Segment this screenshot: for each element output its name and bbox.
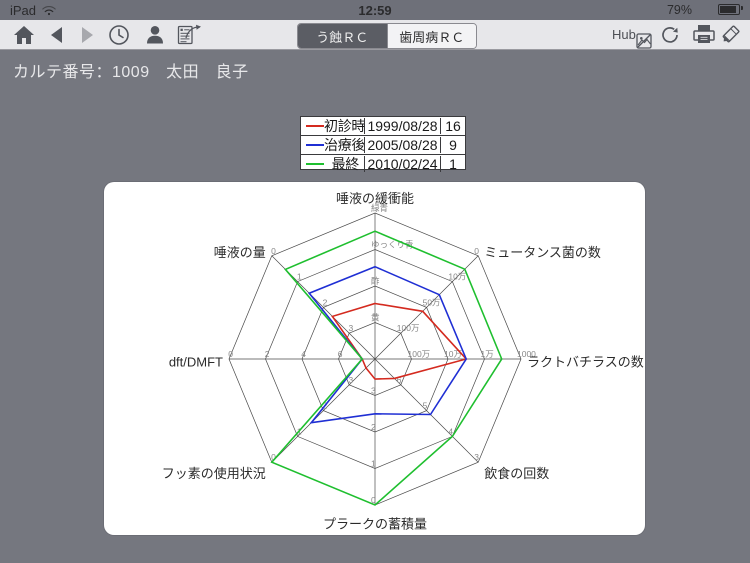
svg-text:0: 0: [228, 349, 233, 359]
svg-text:ラクトバチラスの数: ラクトバチラスの数: [527, 354, 644, 369]
svg-text:1万: 1万: [481, 349, 494, 359]
svg-text:飲食の回数: 飲食の回数: [484, 466, 549, 481]
svg-text:1: 1: [297, 272, 302, 282]
svg-text:酢: 酢: [371, 276, 380, 286]
svg-text:3: 3: [474, 452, 479, 462]
svg-text:唾液の量: 唾液の量: [214, 245, 266, 260]
svg-text:5: 5: [423, 401, 428, 411]
svg-text:4: 4: [301, 349, 306, 359]
svg-text:フッ素の使用状況: フッ素の使用状況: [162, 466, 266, 481]
svg-text:黄: 黄: [371, 313, 380, 323]
svg-text:プラークの蓄積量: プラークの蓄積量: [323, 517, 427, 532]
svg-text:100万: 100万: [397, 323, 420, 333]
svg-text:3: 3: [348, 323, 353, 333]
svg-text:0: 0: [474, 246, 479, 256]
svg-text:2: 2: [323, 297, 328, 307]
svg-text:6: 6: [338, 349, 343, 359]
svg-text:10万: 10万: [448, 272, 466, 282]
svg-text:ミュータンス菌の数: ミュータンス菌の数: [484, 245, 601, 260]
svg-text:3: 3: [371, 386, 376, 396]
svg-text:0: 0: [271, 246, 276, 256]
svg-text:50万: 50万: [423, 297, 441, 307]
svg-text:2: 2: [371, 422, 376, 432]
svg-text:dft/DMFT: dft/DMFT: [169, 354, 223, 369]
svg-text:2: 2: [265, 349, 270, 359]
svg-text:唾液の緩衝能: 唾液の緩衝能: [336, 191, 414, 206]
svg-text:100万: 100万: [408, 349, 431, 359]
svg-text:1: 1: [371, 459, 376, 469]
